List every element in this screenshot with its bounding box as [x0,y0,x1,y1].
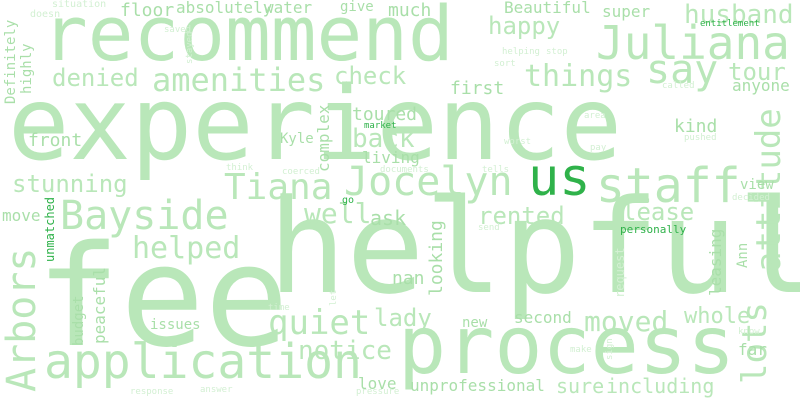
word-far: far [738,340,767,359]
word-check: check [334,62,407,90]
word-Arbors: Arbors [0,247,45,393]
word-unprofessional: unprofessional [410,376,545,395]
word-new: new [462,315,488,331]
word-amenities: amenities [152,61,326,99]
word-recommend: recommend [42,0,454,78]
word-situation: situation [52,0,107,10]
word-time: time [268,303,290,313]
word-Jocelyn: Jocelyn [344,159,513,205]
word-including: including [606,374,715,398]
word-looking: looking [426,220,447,296]
word-let: let [329,289,339,306]
word-Definitely: Definitely [3,19,19,104]
word-fee: fee [36,216,289,379]
word-back: back [352,124,415,154]
word-give: give [340,0,374,15]
word-market: market [364,121,397,131]
word-Bayside: Bayside [60,193,229,239]
word-know: know [738,327,760,337]
word-decided: decided [732,193,770,203]
word-think: think [226,163,254,173]
word-lady: lady [374,304,432,332]
word-make: make [570,345,592,355]
word-go: go [342,195,355,206]
word-kind: kind [674,116,718,137]
word-request: request [613,247,627,298]
word-sign: sign [605,338,615,360]
word-helped: helped [132,231,241,266]
word-husband: husband [684,0,794,30]
word-response: response [130,387,174,397]
word-pressure: pressure [356,387,400,397]
word-say: say [646,47,719,93]
word-leasing: leasing [706,228,725,296]
word-unmatched: unmatched [43,196,57,262]
word-things: things [524,59,633,94]
word-love: love [358,374,397,393]
word-documents: documents [380,165,429,175]
word-absolutely: absolutely [176,0,273,17]
word-happy: happy [488,12,561,40]
word-personally: personally [620,223,687,236]
word-much: much [388,0,432,21]
word-floor: floor [120,0,175,21]
word-denied: denied [52,64,139,92]
word-sure: sure [556,374,605,398]
word-rented: rented [478,202,565,230]
word-toured: toured [352,104,418,125]
word-nan: nan [392,268,425,289]
word-issues: issues [150,317,201,333]
word-answer: answer [200,385,233,395]
word-called: called [662,81,695,91]
word-quiet: quiet [268,303,371,343]
word-Juliana: Juliana [596,16,790,70]
word-area: area [584,111,606,121]
word-send: send [478,223,500,233]
word-whole: whole [684,304,751,329]
word-experience: experience [8,65,623,184]
word-pushed: pushed [684,133,717,143]
word-well: well [304,197,372,230]
word-lease: lease [622,198,695,226]
word-coerced: coerced [282,167,320,177]
word-complex: complex [314,104,333,172]
word-highly: highly [19,43,35,94]
word-application: application [44,334,362,390]
word-ask: ask [370,206,407,230]
word-notice: notice [298,336,392,366]
word-anyone: anyone [732,76,790,95]
word-process: process [398,299,736,392]
word-entitlement: entitlement [700,19,760,29]
word-saved: saved [164,25,192,35]
word-tells: tells [482,165,510,175]
word-pay: pay [590,143,607,153]
word-front: front [28,130,83,151]
word-stunning: stunning [12,170,128,198]
word-stayed: stayed [185,31,195,64]
word-view: view [740,177,774,193]
word-sort: sort [494,59,516,69]
word-helpful: helpful [268,171,800,323]
word-move: move [2,206,41,225]
word-us: us [528,148,591,208]
word-Ann: Ann [735,242,751,268]
word-worst: worst [504,137,532,147]
word-super: super [602,2,651,21]
word-doesn: doesn [30,9,61,20]
word-staff: staff [596,158,741,214]
word-moved: moved [584,305,669,338]
word-stop: stop [546,47,568,57]
word-second: second [514,308,572,327]
word-Kyle: Kyle [280,131,314,147]
word-first: first [450,78,505,99]
word-water: water [264,0,313,17]
word-peaceful: peaceful [90,266,109,344]
word-Tiana: Tiana [224,167,333,208]
word-budget: budget [71,295,87,346]
word-tour: tour [728,58,786,86]
word-living: living [362,148,420,167]
word-Beautiful: Beautiful [504,0,591,17]
word-helping: helping [502,47,540,57]
